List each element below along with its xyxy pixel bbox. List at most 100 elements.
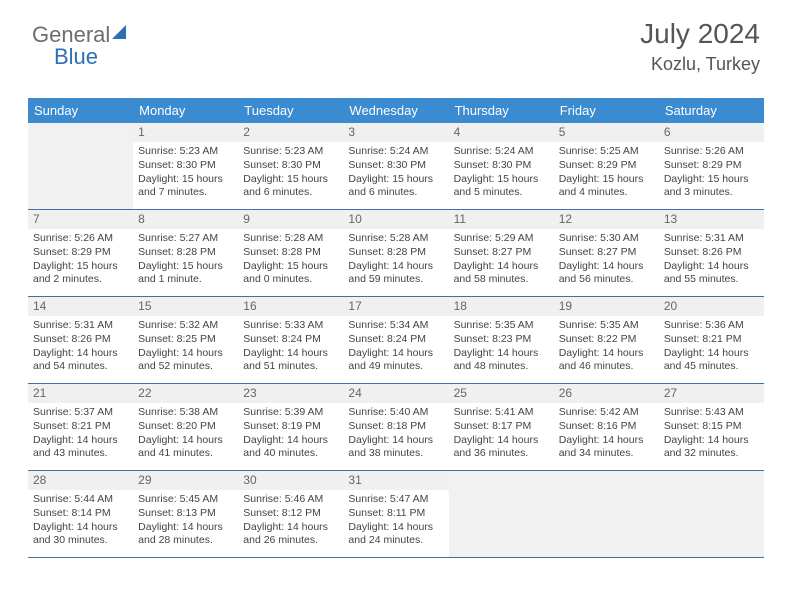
sunrise-line: Sunrise: 5:35 AM: [454, 319, 549, 333]
daylight-line: Daylight: 14 hours and 59 minutes.: [348, 260, 443, 288]
daylight-line: Daylight: 14 hours and 49 minutes.: [348, 347, 443, 375]
daylight-line: Daylight: 14 hours and 52 minutes.: [138, 347, 233, 375]
dow-header-thursday: Thursday: [449, 98, 554, 123]
day-cell: 26Sunrise: 5:42 AMSunset: 8:16 PMDayligh…: [554, 384, 659, 470]
sunset-line: Sunset: 8:21 PM: [33, 420, 128, 434]
day-number: 11: [449, 210, 554, 229]
daylight-line: Daylight: 14 hours and 38 minutes.: [348, 434, 443, 462]
empty-cell: [449, 471, 554, 557]
daylight-line: Daylight: 14 hours and 45 minutes.: [664, 347, 759, 375]
sunrise-line: Sunrise: 5:38 AM: [138, 406, 233, 420]
day-number: 31: [343, 471, 448, 490]
sunset-line: Sunset: 8:26 PM: [33, 333, 128, 347]
sunset-line: Sunset: 8:20 PM: [138, 420, 233, 434]
daylight-line: Daylight: 14 hours and 30 minutes.: [33, 521, 128, 549]
day-number: 17: [343, 297, 448, 316]
sunset-line: Sunset: 8:16 PM: [559, 420, 654, 434]
daylight-line: Daylight: 14 hours and 40 minutes.: [243, 434, 338, 462]
daylight-line: Daylight: 15 hours and 7 minutes.: [138, 173, 233, 201]
brand-triangle-icon: [112, 25, 126, 39]
day-number: 5: [554, 123, 659, 142]
sunset-line: Sunset: 8:24 PM: [243, 333, 338, 347]
sunset-line: Sunset: 8:14 PM: [33, 507, 128, 521]
day-number: 1: [133, 123, 238, 142]
daylight-line: Daylight: 15 hours and 4 minutes.: [559, 173, 654, 201]
day-number: 6: [659, 123, 764, 142]
daylight-line: Daylight: 14 hours and 56 minutes.: [559, 260, 654, 288]
sunset-line: Sunset: 8:12 PM: [243, 507, 338, 521]
brand-part2: Blue: [54, 44, 98, 70]
day-number: 4: [449, 123, 554, 142]
day-cell: 14Sunrise: 5:31 AMSunset: 8:26 PMDayligh…: [28, 297, 133, 383]
daylight-line: Daylight: 14 hours and 51 minutes.: [243, 347, 338, 375]
daylight-line: Daylight: 15 hours and 2 minutes.: [33, 260, 128, 288]
sunrise-line: Sunrise: 5:46 AM: [243, 493, 338, 507]
empty-cell: [28, 123, 133, 209]
daylight-line: Daylight: 14 hours and 46 minutes.: [559, 347, 654, 375]
week-row: 28Sunrise: 5:44 AMSunset: 8:14 PMDayligh…: [28, 471, 764, 558]
day-number: 25: [449, 384, 554, 403]
sunset-line: Sunset: 8:19 PM: [243, 420, 338, 434]
dow-header-sunday: Sunday: [28, 98, 133, 123]
day-cell: 19Sunrise: 5:35 AMSunset: 8:22 PMDayligh…: [554, 297, 659, 383]
sunset-line: Sunset: 8:18 PM: [348, 420, 443, 434]
day-cell: 10Sunrise: 5:28 AMSunset: 8:28 PMDayligh…: [343, 210, 448, 296]
daylight-line: Daylight: 14 hours and 32 minutes.: [664, 434, 759, 462]
daylight-line: Daylight: 14 hours and 55 minutes.: [664, 260, 759, 288]
sunset-line: Sunset: 8:30 PM: [454, 159, 549, 173]
daylight-line: Daylight: 15 hours and 5 minutes.: [454, 173, 549, 201]
daylight-line: Daylight: 14 hours and 28 minutes.: [138, 521, 233, 549]
day-cell: 9Sunrise: 5:28 AMSunset: 8:28 PMDaylight…: [238, 210, 343, 296]
day-number: 27: [659, 384, 764, 403]
sunset-line: Sunset: 8:17 PM: [454, 420, 549, 434]
weeks-container: 1Sunrise: 5:23 AMSunset: 8:30 PMDaylight…: [28, 123, 764, 558]
sunrise-line: Sunrise: 5:30 AM: [559, 232, 654, 246]
day-number: 22: [133, 384, 238, 403]
day-cell: 20Sunrise: 5:36 AMSunset: 8:21 PMDayligh…: [659, 297, 764, 383]
dow-header-row: SundayMondayTuesdayWednesdayThursdayFrid…: [28, 98, 764, 123]
day-cell: 24Sunrise: 5:40 AMSunset: 8:18 PMDayligh…: [343, 384, 448, 470]
day-cell: 21Sunrise: 5:37 AMSunset: 8:21 PMDayligh…: [28, 384, 133, 470]
daylight-line: Daylight: 14 hours and 58 minutes.: [454, 260, 549, 288]
daylight-line: Daylight: 15 hours and 3 minutes.: [664, 173, 759, 201]
dow-header-tuesday: Tuesday: [238, 98, 343, 123]
day-number: 2: [238, 123, 343, 142]
sunset-line: Sunset: 8:26 PM: [664, 246, 759, 260]
sunrise-line: Sunrise: 5:28 AM: [243, 232, 338, 246]
sunrise-line: Sunrise: 5:43 AM: [664, 406, 759, 420]
sunset-line: Sunset: 8:30 PM: [243, 159, 338, 173]
sunrise-line: Sunrise: 5:31 AM: [33, 319, 128, 333]
sunset-line: Sunset: 8:23 PM: [454, 333, 549, 347]
day-number: 10: [343, 210, 448, 229]
sunrise-line: Sunrise: 5:37 AM: [33, 406, 128, 420]
day-cell: 13Sunrise: 5:31 AMSunset: 8:26 PMDayligh…: [659, 210, 764, 296]
sunrise-line: Sunrise: 5:41 AM: [454, 406, 549, 420]
sunrise-line: Sunrise: 5:26 AM: [33, 232, 128, 246]
sunrise-line: Sunrise: 5:25 AM: [559, 145, 654, 159]
dow-header-friday: Friday: [554, 98, 659, 123]
sunset-line: Sunset: 8:13 PM: [138, 507, 233, 521]
day-number: 19: [554, 297, 659, 316]
dow-header-saturday: Saturday: [659, 98, 764, 123]
daylight-line: Daylight: 14 hours and 41 minutes.: [138, 434, 233, 462]
sunset-line: Sunset: 8:29 PM: [664, 159, 759, 173]
month-title: July 2024: [640, 18, 760, 50]
calendar-grid: SundayMondayTuesdayWednesdayThursdayFrid…: [28, 98, 764, 558]
sunrise-line: Sunrise: 5:29 AM: [454, 232, 549, 246]
daylight-line: Daylight: 14 hours and 24 minutes.: [348, 521, 443, 549]
daylight-line: Daylight: 15 hours and 1 minute.: [138, 260, 233, 288]
day-cell: 12Sunrise: 5:30 AMSunset: 8:27 PMDayligh…: [554, 210, 659, 296]
sunset-line: Sunset: 8:24 PM: [348, 333, 443, 347]
day-cell: 1Sunrise: 5:23 AMSunset: 8:30 PMDaylight…: [133, 123, 238, 209]
day-cell: 29Sunrise: 5:45 AMSunset: 8:13 PMDayligh…: [133, 471, 238, 557]
day-number: 8: [133, 210, 238, 229]
sunset-line: Sunset: 8:28 PM: [138, 246, 233, 260]
day-cell: 11Sunrise: 5:29 AMSunset: 8:27 PMDayligh…: [449, 210, 554, 296]
daylight-line: Daylight: 14 hours and 43 minutes.: [33, 434, 128, 462]
sunrise-line: Sunrise: 5:23 AM: [138, 145, 233, 159]
daylight-line: Daylight: 14 hours and 36 minutes.: [454, 434, 549, 462]
day-number: 20: [659, 297, 764, 316]
day-number: 18: [449, 297, 554, 316]
sunset-line: Sunset: 8:27 PM: [559, 246, 654, 260]
empty-cell: [659, 471, 764, 557]
